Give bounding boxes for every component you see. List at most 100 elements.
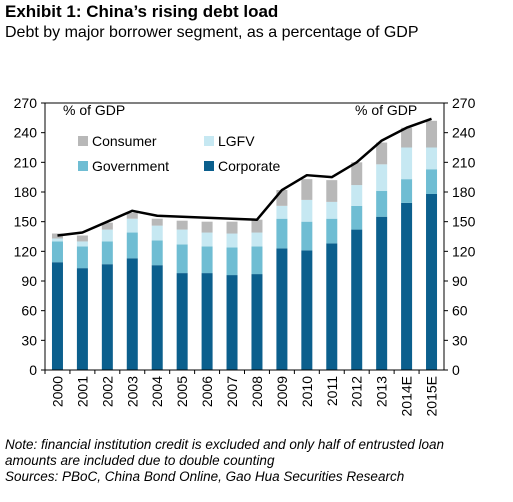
- bar-corporate-2009: [276, 248, 288, 370]
- x-tick-label-2006: 2006: [199, 376, 215, 407]
- y-tick-label-right: 150: [452, 214, 476, 230]
- y-tick-label-right: 210: [452, 154, 476, 170]
- bar-consumer-2002: [101, 222, 113, 230]
- total-debt-line: [57, 117, 432, 237]
- legend-swatch-consumer: [78, 136, 88, 146]
- bar-government-2012: [351, 205, 363, 230]
- x-tick-label-2000: 2000: [49, 376, 65, 407]
- bar-lgfv-2015E: [426, 147, 438, 170]
- y-tick-label-right: 120: [452, 243, 476, 259]
- legend-label-lgfv: LGFV: [218, 133, 255, 149]
- x-tick-label-2014E: 2014E: [399, 376, 415, 416]
- bar-lgfv-2010: [301, 199, 313, 222]
- x-tick-label-2008: 2008: [249, 376, 265, 407]
- legend-label-consumer: Consumer: [92, 133, 157, 149]
- y-tick-label-right: 90: [452, 273, 468, 289]
- bar-corporate-2005: [176, 273, 188, 370]
- bar-corporate-2011: [326, 243, 338, 370]
- y-tick-label-left: 120: [14, 243, 38, 259]
- bar-lgfv-2007: [226, 233, 238, 248]
- bar-consumer-2013: [376, 142, 388, 165]
- bar-consumer-2015E: [426, 120, 438, 148]
- sources-line: Sources: PBoC, China Bond Online, Gao Hu…: [5, 469, 405, 484]
- note-line-2: amounts are included due to double count…: [5, 453, 275, 468]
- x-tick-label-2012: 2012: [349, 376, 365, 407]
- y-tick-label-right: 180: [452, 184, 476, 200]
- y-tick-label-left: 30: [21, 332, 37, 348]
- bar-consumer-2000: [51, 233, 63, 239]
- bar-corporate-2000: [51, 262, 63, 370]
- bar-consumer-2012: [351, 162, 363, 186]
- legend: Consumer LGFV Government Corporate: [78, 133, 280, 174]
- bar-corporate-2002: [101, 264, 113, 370]
- bar-corporate-2012: [351, 229, 363, 370]
- bar-government-2015E: [426, 169, 438, 194]
- bar-consumer-2008: [251, 219, 263, 233]
- y-tick-label-left: 60: [21, 303, 37, 319]
- bar-lgfv-2003: [126, 218, 138, 233]
- y-axis-label-left: % of GDP: [63, 102, 125, 118]
- bar-lgfv-2000: [51, 238, 63, 242]
- bar-consumer-2011: [326, 180, 338, 202]
- bar-consumer-2010: [301, 179, 313, 200]
- x-tick-label-2004: 2004: [149, 376, 165, 407]
- bar-consumer-2001: [76, 235, 88, 242]
- bar-government-2013: [376, 191, 388, 217]
- x-tick-label-2010: 2010: [299, 376, 315, 407]
- x-tick-label-2015E: 2015E: [424, 376, 440, 416]
- y-tick-label-left: 270: [14, 95, 38, 111]
- x-tick-label-2005: 2005: [174, 376, 190, 407]
- legend-swatch-corporate: [204, 161, 214, 171]
- bar-government-2010: [301, 221, 313, 251]
- chart-title: Exhibit 1: China’s rising debt load: [5, 2, 279, 21]
- note-line-1: Note: financial institution credit is ex…: [5, 437, 445, 452]
- bar-government-2000: [51, 241, 63, 263]
- stacked-bar-chart: 0 0 30 30 60 60 90 90 120 120 150 150 180 180 210 210 24…: [14, 95, 476, 416]
- bar-lgfv-2005: [176, 229, 188, 245]
- bar-corporate-2008: [251, 274, 263, 370]
- x-tick-label-2013: 2013: [374, 376, 390, 407]
- footnotes: Note: financial institution credit is ex…: [5, 437, 510, 485]
- bar-corporate-2006: [201, 273, 213, 370]
- bar-consumer-2004: [151, 218, 163, 226]
- y-tick-label-left: 180: [14, 184, 38, 200]
- legend-swatch-lgfv: [204, 136, 214, 146]
- chart-subtitle: Debt by major borrower segment, as a per…: [5, 24, 419, 41]
- bar-government-2011: [326, 218, 338, 244]
- legend-label-corporate: Corporate: [218, 158, 280, 174]
- y-tick-label-right: 270: [452, 95, 476, 111]
- y-tick-label-left: 240: [14, 125, 38, 141]
- bar-corporate-2014E: [401, 202, 413, 370]
- bar-lgfv-2009: [276, 205, 288, 219]
- x-tick-label-2009: 2009: [274, 376, 290, 407]
- bar-lgfv-2002: [101, 229, 113, 242]
- bar-corporate-2001: [76, 268, 88, 370]
- bar-lgfv-2008: [251, 232, 263, 247]
- bar-government-2003: [126, 232, 138, 259]
- total-line-layer: [57, 117, 432, 237]
- x-tick-label-2007: 2007: [224, 376, 240, 407]
- bar-government-2002: [101, 241, 113, 265]
- x-tick-label-2001: 2001: [74, 376, 90, 407]
- y-tick-label-right: 240: [452, 125, 476, 141]
- bar-government-2014E: [401, 179, 413, 203]
- y-tick-label-left: 0: [29, 362, 37, 378]
- y-tick-label-left: 210: [14, 154, 38, 170]
- x-tick-label-2002: 2002: [99, 376, 115, 407]
- bar-corporate-2015E: [426, 193, 438, 370]
- bar-government-2009: [276, 218, 288, 249]
- bar-consumer-2009: [276, 190, 288, 206]
- bar-lgfv-2012: [351, 185, 363, 206]
- bar-corporate-2007: [226, 275, 238, 370]
- bar-lgfv-2014E: [401, 147, 413, 180]
- bar-government-2001: [76, 246, 88, 269]
- bar-corporate-2004: [151, 265, 163, 370]
- x-tick-label-2003: 2003: [124, 376, 140, 407]
- y-tick-label-left: 150: [14, 214, 38, 230]
- bar-government-2008: [251, 246, 263, 275]
- bar-government-2005: [176, 244, 188, 274]
- y-tick-label-left: 90: [21, 273, 37, 289]
- bar-government-2007: [226, 247, 238, 276]
- bar-consumer-2007: [226, 221, 238, 234]
- legend-label-government: Government: [92, 158, 169, 174]
